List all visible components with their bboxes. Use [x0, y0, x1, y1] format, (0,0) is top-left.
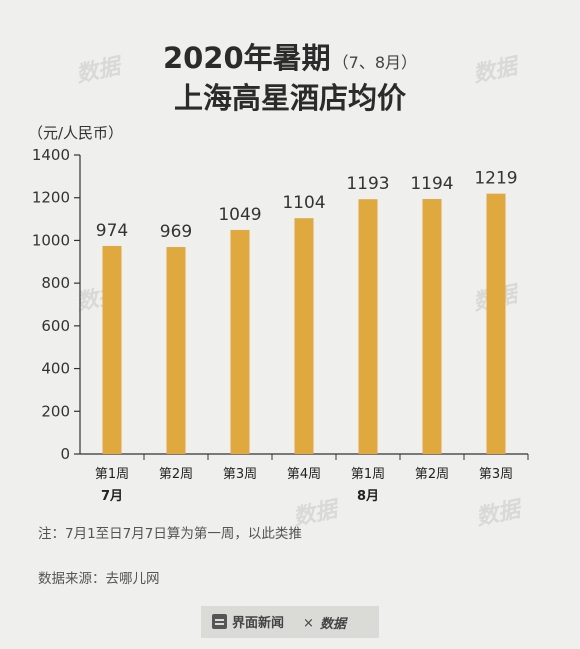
footer-separator: ×: [303, 616, 314, 631]
bar: [102, 245, 122, 454]
watermark-logo: 数据: [471, 52, 523, 87]
bar: [230, 229, 250, 454]
y-axis-ticks: 0 200 400 600 800 1000 1200 1400: [32, 146, 80, 463]
footer-partner-logo: 数据: [320, 616, 348, 632]
x-category-label: 第1周: [351, 467, 385, 482]
watermarks: 数据 数据 数据 数据 数据 数据: [74, 52, 526, 530]
chart-title-line1: 2020年暑期 （7、8月）: [163, 41, 417, 75]
x-category-label: 第4周: [287, 467, 321, 482]
x-group-label: 8月: [357, 489, 379, 504]
x-category-label: 第2周: [415, 467, 449, 482]
bar-value-label: 1104: [282, 193, 325, 213]
watermark-logo: 数据: [474, 495, 526, 530]
bars: [102, 193, 506, 454]
bar: [166, 247, 186, 454]
brand-logo-icon: [212, 614, 227, 629]
bar-value-label: 1219: [474, 169, 517, 189]
x-axis-groups: 7月 8月: [101, 489, 379, 504]
bar: [294, 218, 314, 454]
data-source: 数据来源：去哪儿网: [38, 571, 160, 587]
bar-value-label: 969: [160, 222, 192, 242]
y-tick-label: 400: [41, 360, 70, 378]
bar-value-label: 974: [96, 221, 128, 241]
x-category-label: 第1周: [95, 467, 129, 482]
y-tick-label: 1200: [32, 189, 70, 207]
bar: [358, 199, 378, 454]
bar: [422, 198, 442, 454]
watermark-logo: 数据: [74, 52, 126, 87]
y-tick-label: 1000: [32, 231, 70, 249]
y-tick-label: 1400: [32, 146, 70, 164]
y-tick-label: 200: [41, 402, 70, 420]
bar-value-label: 1194: [410, 174, 453, 194]
y-tick-label: 600: [41, 317, 70, 335]
chart-title-line2: 上海高星酒店均价: [174, 81, 407, 115]
x-category-label: 第2周: [159, 467, 193, 482]
x-group-label: 7月: [101, 489, 123, 504]
y-tick-label: 800: [41, 274, 70, 292]
bar-value-label: 1049: [218, 205, 261, 225]
footer-brand: 界面新闻: [232, 615, 284, 631]
footnote: 注：7月1至日7月7日算为第一周，以此类推: [38, 525, 302, 542]
bar-value-label: 1193: [346, 174, 389, 194]
data-labels: 974 969 1049 1104 1193 1194 1219: [96, 169, 518, 242]
x-axis-categories: 第1周 第2周 第3周 第4周 第1周 第2周 第3周: [95, 454, 529, 482]
x-category-label: 第3周: [223, 467, 257, 482]
y-axis-unit-label: （元/人民币）: [28, 124, 123, 142]
x-category-label: 第3周: [479, 467, 513, 482]
bar: [486, 193, 506, 454]
footer-bar: [201, 606, 379, 638]
y-tick-label: 0: [60, 445, 70, 463]
